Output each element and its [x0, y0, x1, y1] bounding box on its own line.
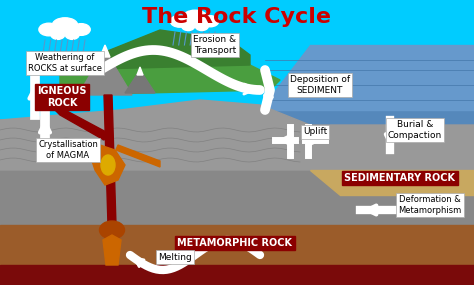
Text: METAMORPHIC ROCK: METAMORPHIC ROCK: [177, 238, 292, 248]
Text: Erosion &
Transport: Erosion & Transport: [193, 35, 237, 55]
Ellipse shape: [65, 28, 80, 39]
Polygon shape: [0, 225, 474, 285]
Ellipse shape: [202, 16, 219, 27]
Ellipse shape: [101, 155, 115, 175]
Polygon shape: [78, 50, 132, 95]
Polygon shape: [60, 30, 250, 70]
Text: Crystallisation
of MAGMA: Crystallisation of MAGMA: [38, 140, 98, 160]
Polygon shape: [100, 45, 110, 57]
Ellipse shape: [182, 21, 195, 30]
Polygon shape: [104, 95, 116, 225]
Text: SEDIMENTARY ROCK: SEDIMENTARY ROCK: [345, 173, 456, 183]
Text: Uplift: Uplift: [303, 127, 327, 137]
Text: Melting: Melting: [158, 253, 192, 262]
Polygon shape: [310, 170, 474, 195]
Ellipse shape: [51, 28, 65, 39]
Text: Deformation &
Metamorphism: Deformation & Metamorphism: [398, 195, 462, 215]
Polygon shape: [125, 70, 155, 93]
Polygon shape: [60, 65, 280, 95]
Ellipse shape: [39, 23, 59, 36]
Polygon shape: [260, 45, 474, 110]
Polygon shape: [116, 145, 160, 167]
Ellipse shape: [53, 18, 78, 32]
Polygon shape: [0, 265, 474, 285]
Polygon shape: [0, 120, 474, 225]
Text: Burial &
Compaction: Burial & Compaction: [388, 120, 442, 140]
Text: Deposition of
SEDIMENT: Deposition of SEDIMENT: [290, 75, 350, 95]
Ellipse shape: [100, 221, 125, 239]
Text: The Rock Cycle: The Rock Cycle: [143, 7, 331, 27]
Text: IGNEOUS
ROCK: IGNEOUS ROCK: [37, 86, 87, 108]
Ellipse shape: [170, 15, 189, 27]
Ellipse shape: [183, 10, 207, 24]
Polygon shape: [103, 235, 121, 265]
Polygon shape: [90, 145, 125, 185]
Ellipse shape: [195, 21, 209, 30]
Polygon shape: [260, 110, 474, 225]
Ellipse shape: [72, 24, 90, 35]
Polygon shape: [55, 110, 108, 140]
Polygon shape: [137, 67, 143, 75]
Text: Weathering of
ROCKS at surface: Weathering of ROCKS at surface: [28, 53, 102, 73]
Polygon shape: [0, 100, 474, 170]
